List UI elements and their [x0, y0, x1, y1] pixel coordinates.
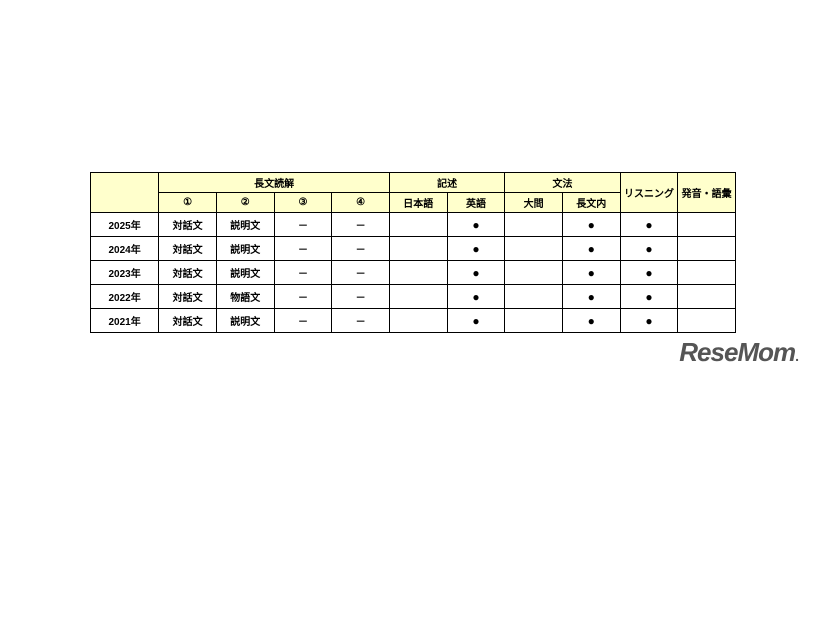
cell-listening: ● [620, 261, 678, 285]
header-g2: 長文内 [562, 193, 620, 213]
table-row: 2023年対話文説明文－－●●● [91, 261, 736, 285]
cell-g1 [505, 237, 563, 261]
exam-table: 長文読解 記述 文法 リスニング 発音・語彙 ① ② ③ ④ 日本語 英語 大問… [90, 172, 736, 333]
cell-w1 [389, 261, 447, 285]
cell-r4: － [332, 213, 390, 237]
header-w1: 日本語 [389, 193, 447, 213]
header-g1: 大問 [505, 193, 563, 213]
cell-pron [678, 213, 736, 237]
cell-w1 [389, 237, 447, 261]
cell-g1 [505, 309, 563, 333]
cell-r2: 説明文 [216, 213, 274, 237]
header-year-blank [91, 173, 159, 213]
cell-r3: － [274, 285, 332, 309]
cell-g1 [505, 213, 563, 237]
cell-r3: － [274, 309, 332, 333]
watermark-text: ReseMom [679, 337, 795, 367]
header-writing: 記述 [389, 173, 504, 193]
cell-r3: － [274, 213, 332, 237]
cell-year: 2023年 [91, 261, 159, 285]
cell-r1: 対話文 [159, 309, 217, 333]
cell-listening: ● [620, 213, 678, 237]
cell-r2: 説明文 [216, 237, 274, 261]
cell-g2: ● [562, 237, 620, 261]
cell-r1: 対話文 [159, 285, 217, 309]
table-body: 2025年対話文説明文－－●●●2024年対話文説明文－－●●●2023年対話文… [91, 213, 736, 333]
cell-year: 2024年 [91, 237, 159, 261]
header-w2: 英語 [447, 193, 505, 213]
cell-w2: ● [447, 309, 505, 333]
header-pronunciation: 発音・語彙 [678, 173, 736, 213]
watermark: ReseMom. [679, 337, 798, 368]
table-row: 2022年対話文物語文－－●●● [91, 285, 736, 309]
cell-r2: 説明文 [216, 261, 274, 285]
cell-w2: ● [447, 213, 505, 237]
cell-r2: 物語文 [216, 285, 274, 309]
header-r4: ④ [332, 193, 390, 213]
cell-r3: － [274, 261, 332, 285]
header-r2: ② [216, 193, 274, 213]
cell-pron [678, 237, 736, 261]
cell-w1 [389, 309, 447, 333]
cell-w1 [389, 213, 447, 237]
table-row: 2024年対話文説明文－－●●● [91, 237, 736, 261]
cell-g2: ● [562, 309, 620, 333]
cell-r4: － [332, 285, 390, 309]
cell-g2: ● [562, 261, 620, 285]
table-row: 2025年対話文説明文－－●●● [91, 213, 736, 237]
cell-w2: ● [447, 237, 505, 261]
table-row: 2021年対話文説明文－－●●● [91, 309, 736, 333]
exam-table-container: 長文読解 記述 文法 リスニング 発音・語彙 ① ② ③ ④ 日本語 英語 大問… [90, 172, 736, 333]
header-reading: 長文読解 [159, 173, 390, 193]
cell-r1: 対話文 [159, 261, 217, 285]
cell-r1: 対話文 [159, 237, 217, 261]
header-listening: リスニング [620, 173, 678, 213]
cell-year: 2025年 [91, 213, 159, 237]
cell-r4: － [332, 309, 390, 333]
cell-listening: ● [620, 285, 678, 309]
watermark-dot: . [795, 348, 798, 364]
cell-r2: 説明文 [216, 309, 274, 333]
cell-w2: ● [447, 285, 505, 309]
cell-w1 [389, 285, 447, 309]
cell-listening: ● [620, 309, 678, 333]
header-row-1: 長文読解 記述 文法 リスニング 発音・語彙 [91, 173, 736, 193]
cell-listening: ● [620, 237, 678, 261]
cell-g1 [505, 285, 563, 309]
cell-r4: － [332, 261, 390, 285]
header-grammar: 文法 [505, 173, 620, 193]
cell-r3: － [274, 237, 332, 261]
cell-g2: ● [562, 285, 620, 309]
cell-r4: － [332, 237, 390, 261]
header-r1: ① [159, 193, 217, 213]
cell-g1 [505, 261, 563, 285]
cell-pron [678, 309, 736, 333]
cell-year: 2022年 [91, 285, 159, 309]
cell-g2: ● [562, 213, 620, 237]
header-r3: ③ [274, 193, 332, 213]
cell-pron [678, 285, 736, 309]
cell-pron [678, 261, 736, 285]
cell-r1: 対話文 [159, 213, 217, 237]
cell-w2: ● [447, 261, 505, 285]
cell-year: 2021年 [91, 309, 159, 333]
